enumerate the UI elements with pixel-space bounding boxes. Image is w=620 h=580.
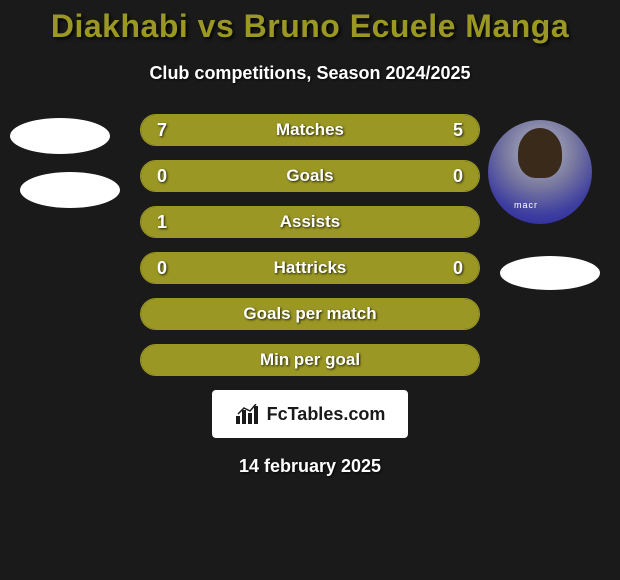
player-right-avatar-2 — [500, 256, 600, 290]
stat-label: Goals — [286, 166, 333, 186]
stat-bar-assists: 1 Assists — [140, 206, 480, 238]
player-left-avatar-1 — [10, 118, 110, 154]
stat-value-right: 0 — [453, 258, 463, 279]
stat-value-left: 1 — [157, 212, 167, 233]
subtitle: Club competitions, Season 2024/2025 — [0, 63, 620, 84]
stat-label: Assists — [280, 212, 340, 232]
stat-bar-hattricks: 0 Hattricks 0 — [140, 252, 480, 284]
stat-label: Matches — [276, 120, 344, 140]
stat-bar-goals: 0 Goals 0 — [140, 160, 480, 192]
stat-value-right: 5 — [453, 120, 463, 141]
stat-bar-matches: 7 Matches 5 — [140, 114, 480, 146]
date-label: 14 february 2025 — [0, 456, 620, 477]
stat-value-left: 7 — [157, 120, 167, 141]
stat-value-left: 0 — [157, 166, 167, 187]
attribution-badge: FcTables.com — [212, 390, 408, 438]
stat-label: Goals per match — [243, 304, 376, 324]
stat-value-right: 0 — [453, 166, 463, 187]
player-left-avatar-2 — [20, 172, 120, 208]
comparison-infographic: Diakhabi vs Bruno Ecuele Manga Club comp… — [0, 0, 620, 477]
attribution-text: FcTables.com — [267, 404, 386, 425]
stat-bar-goals-per-match: Goals per match — [140, 298, 480, 330]
stat-label: Min per goal — [260, 350, 360, 370]
page-title: Diakhabi vs Bruno Ecuele Manga — [0, 0, 620, 45]
stat-bar-min-per-goal: Min per goal — [140, 344, 480, 376]
player-right-avatar-photo — [488, 120, 592, 224]
stat-value-left: 0 — [157, 258, 167, 279]
chart-bars-icon — [235, 404, 261, 424]
stat-label: Hattricks — [274, 258, 347, 278]
